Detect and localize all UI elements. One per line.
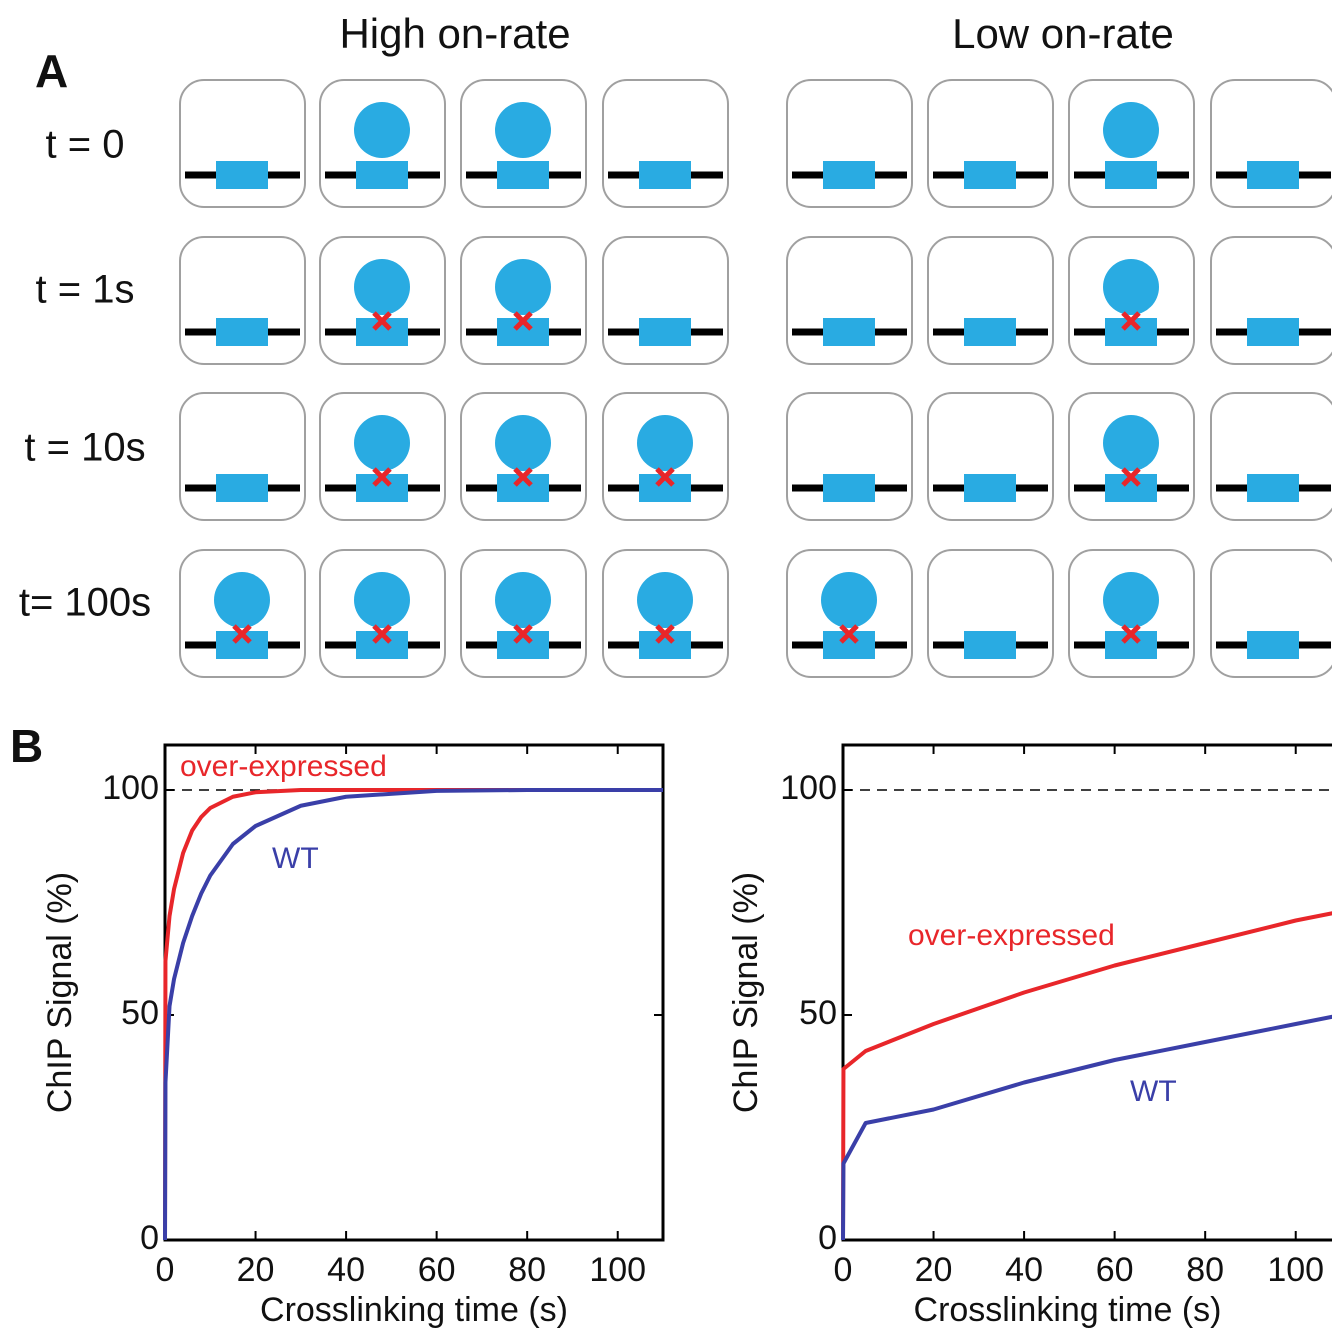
protein (1103, 259, 1159, 315)
protein (354, 259, 410, 315)
binding-site (216, 161, 268, 189)
protein (495, 572, 551, 628)
binding-site (1247, 631, 1299, 659)
x-tick-label: 60 (1096, 1251, 1134, 1289)
series-line (841, 1014, 1332, 1241)
protein (821, 572, 877, 628)
series-label: over-expressed (180, 750, 387, 783)
x-tick-label: 40 (327, 1251, 365, 1289)
series-line (841, 911, 1332, 1241)
crosslink-mark (372, 311, 392, 331)
x-tick-label: 0 (156, 1251, 175, 1289)
y-tick-label: 50 (799, 994, 837, 1032)
x-tick-label: 100 (1267, 1251, 1324, 1289)
series-line (163, 788, 663, 1241)
protein (354, 102, 410, 158)
protein (1103, 102, 1159, 158)
x-tick-label: 0 (834, 1251, 853, 1289)
plot-frame (163, 743, 665, 1242)
series-line (163, 788, 663, 1241)
binding-site (964, 474, 1016, 502)
binding-site (964, 631, 1016, 659)
panel-label: A (35, 45, 68, 97)
plot-frame (841, 743, 1332, 1242)
binding-site (964, 318, 1016, 346)
protein (495, 102, 551, 158)
x-axis-label: Crosslinking time (s) (914, 1291, 1222, 1329)
binding-site (216, 474, 268, 502)
crosslink-mark (513, 311, 533, 331)
protein (354, 572, 410, 628)
panel-label: B (10, 720, 43, 772)
crosslink-mark (232, 624, 252, 644)
protein (637, 415, 693, 471)
binding-site (497, 161, 549, 189)
crosslink-mark (372, 467, 392, 487)
x-tick-label: 60 (418, 1251, 456, 1289)
column-header: High on-rate (339, 10, 570, 57)
series-label: over-expressed (908, 919, 1115, 952)
y-axis-label: ChIP Signal (%) (41, 872, 79, 1113)
binding-site (823, 161, 875, 189)
crosslink-mark (1121, 311, 1141, 331)
crosslink-mark (655, 624, 675, 644)
protein (354, 415, 410, 471)
binding-site (964, 161, 1016, 189)
row-label: t = 0 (46, 123, 125, 167)
y-tick-label: 50 (121, 994, 159, 1032)
crosslink-mark (655, 467, 675, 487)
series-label: WT (272, 842, 319, 875)
binding-site (639, 161, 691, 189)
binding-site (1247, 318, 1299, 346)
binding-site (356, 161, 408, 189)
row-label: t= 100s (19, 581, 151, 625)
binding-site (823, 474, 875, 502)
binding-site (1247, 474, 1299, 502)
row-label: t = 1s (36, 268, 135, 312)
x-tick-label: 40 (1005, 1251, 1043, 1289)
crosslink-mark (1121, 467, 1141, 487)
binding-site (216, 318, 268, 346)
y-tick-label: 0 (140, 1219, 159, 1257)
x-tick-label: 80 (1186, 1251, 1224, 1289)
protein (637, 572, 693, 628)
x-tick-label: 100 (589, 1251, 646, 1289)
series-label: WT (1130, 1075, 1177, 1108)
y-axis-label: ChIP Signal (%) (727, 872, 765, 1113)
protein (495, 415, 551, 471)
crosslink-mark (513, 624, 533, 644)
binding-site (1247, 161, 1299, 189)
crosslink-mark (839, 624, 859, 644)
crosslink-mark (372, 624, 392, 644)
binding-site (1105, 161, 1157, 189)
protein (495, 259, 551, 315)
binding-site (823, 318, 875, 346)
y-tick-label: 100 (780, 769, 837, 807)
y-tick-label: 100 (102, 769, 159, 807)
column-header: Low on-rate (952, 10, 1174, 57)
protein (1103, 415, 1159, 471)
crosslink-mark (1121, 624, 1141, 644)
y-tick-label: 0 (818, 1219, 837, 1257)
row-label: t = 10s (24, 426, 145, 470)
x-tick-label: 80 (508, 1251, 546, 1289)
crosslink-mark (513, 467, 533, 487)
binding-site (639, 318, 691, 346)
x-tick-label: 20 (915, 1251, 953, 1289)
x-tick-label: 20 (237, 1251, 275, 1289)
protein (214, 572, 270, 628)
protein (1103, 572, 1159, 628)
x-axis-label: Crosslinking time (s) (260, 1291, 568, 1329)
